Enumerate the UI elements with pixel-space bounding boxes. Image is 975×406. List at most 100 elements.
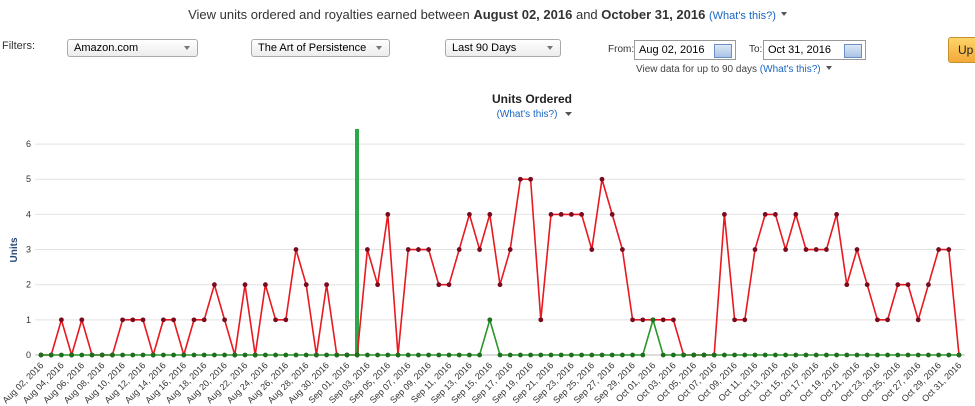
data-point [293,352,299,358]
data-point [609,352,615,358]
data-point [895,352,901,358]
data-point [630,317,635,323]
data-point [834,352,839,358]
data-point [650,317,656,323]
data-point [548,211,554,217]
data-point [344,352,350,358]
data-point [59,317,64,323]
note-text: View data for up to 90 days [636,64,758,75]
data-point [191,352,197,358]
range-note: View data for up to 90 days (What's this… [636,64,832,75]
data-point [854,247,860,252]
data-point [538,317,544,323]
data-point [762,352,768,358]
y-tick-label: 4 [26,209,31,219]
calendar-icon[interactable] [714,44,732,58]
data-point [671,317,676,323]
data-point [711,352,717,358]
data-point [426,352,431,358]
from-input[interactable]: Aug 02, 2016 [634,40,736,60]
help-link[interactable]: (What's this?) [708,10,776,22]
data-point [926,352,931,358]
data-point [242,352,248,358]
help-link[interactable]: (What's this?) [759,64,821,75]
data-point [467,211,472,217]
data-point [497,282,503,288]
data-point [79,317,85,323]
y-axis-label: Units [9,237,20,262]
data-point [824,247,829,252]
data-point [946,247,952,252]
data-point [732,352,737,358]
data-point [895,282,901,288]
data-point [569,211,574,217]
data-point [69,352,74,358]
data-point [793,211,799,217]
data-point [375,352,380,358]
data-point [405,352,411,358]
data-point [405,247,411,252]
data-point [416,352,421,358]
data-point [854,352,860,358]
y-tick-label: 5 [26,174,31,184]
data-point [242,282,248,288]
data-point [252,352,258,358]
data-point [722,352,727,358]
data-point [783,247,788,252]
data-point [844,282,850,288]
data-point [620,247,625,252]
chart-subtitle[interactable]: (What's this?) [497,109,558,120]
data-point [436,282,442,288]
data-point [579,352,584,358]
data-point [752,247,758,252]
data-point [528,352,533,358]
update-button[interactable]: Up [948,37,975,63]
data-point [671,352,676,358]
y-tick-label: 1 [26,315,31,325]
data-point [905,282,911,288]
data-point [620,352,625,358]
book-select[interactable]: The Art of Persistence [251,39,390,57]
plot [38,176,962,358]
data-point [599,352,605,358]
data-point [89,352,95,358]
end-date: October 31, 2016 [601,7,706,22]
data-point [201,317,207,323]
data-point [416,247,421,252]
data-point [773,352,778,358]
data-point [283,317,289,323]
data-point [875,352,880,358]
data-point [222,352,228,358]
data-point [324,352,329,358]
data-point [640,352,646,358]
from-label: From: [608,44,635,55]
data-point [79,352,85,358]
data-point [660,352,666,358]
y-tick-label: 3 [26,245,31,255]
data-point [548,352,554,358]
data-point [885,317,890,323]
data-point [130,317,136,323]
data-point [120,352,125,358]
data-point [273,317,278,323]
data-point [701,352,707,358]
data-point [834,211,839,217]
marketplace-select[interactable]: Amazon.com [67,39,198,57]
data-point [171,352,177,358]
data-point [762,211,768,217]
data-point [263,282,268,288]
data-point [722,211,727,217]
data-point [161,352,166,358]
data-point [885,352,890,358]
to-input[interactable]: Oct 31, 2016 [763,40,866,60]
data-point [681,352,686,358]
data-point [793,352,799,358]
to-label: To: [749,44,763,55]
calendar-icon[interactable] [844,44,862,58]
range-select[interactable]: Last 90 Days [445,39,561,57]
data-point [518,176,523,182]
data-point [956,352,962,358]
data-point [507,352,513,358]
